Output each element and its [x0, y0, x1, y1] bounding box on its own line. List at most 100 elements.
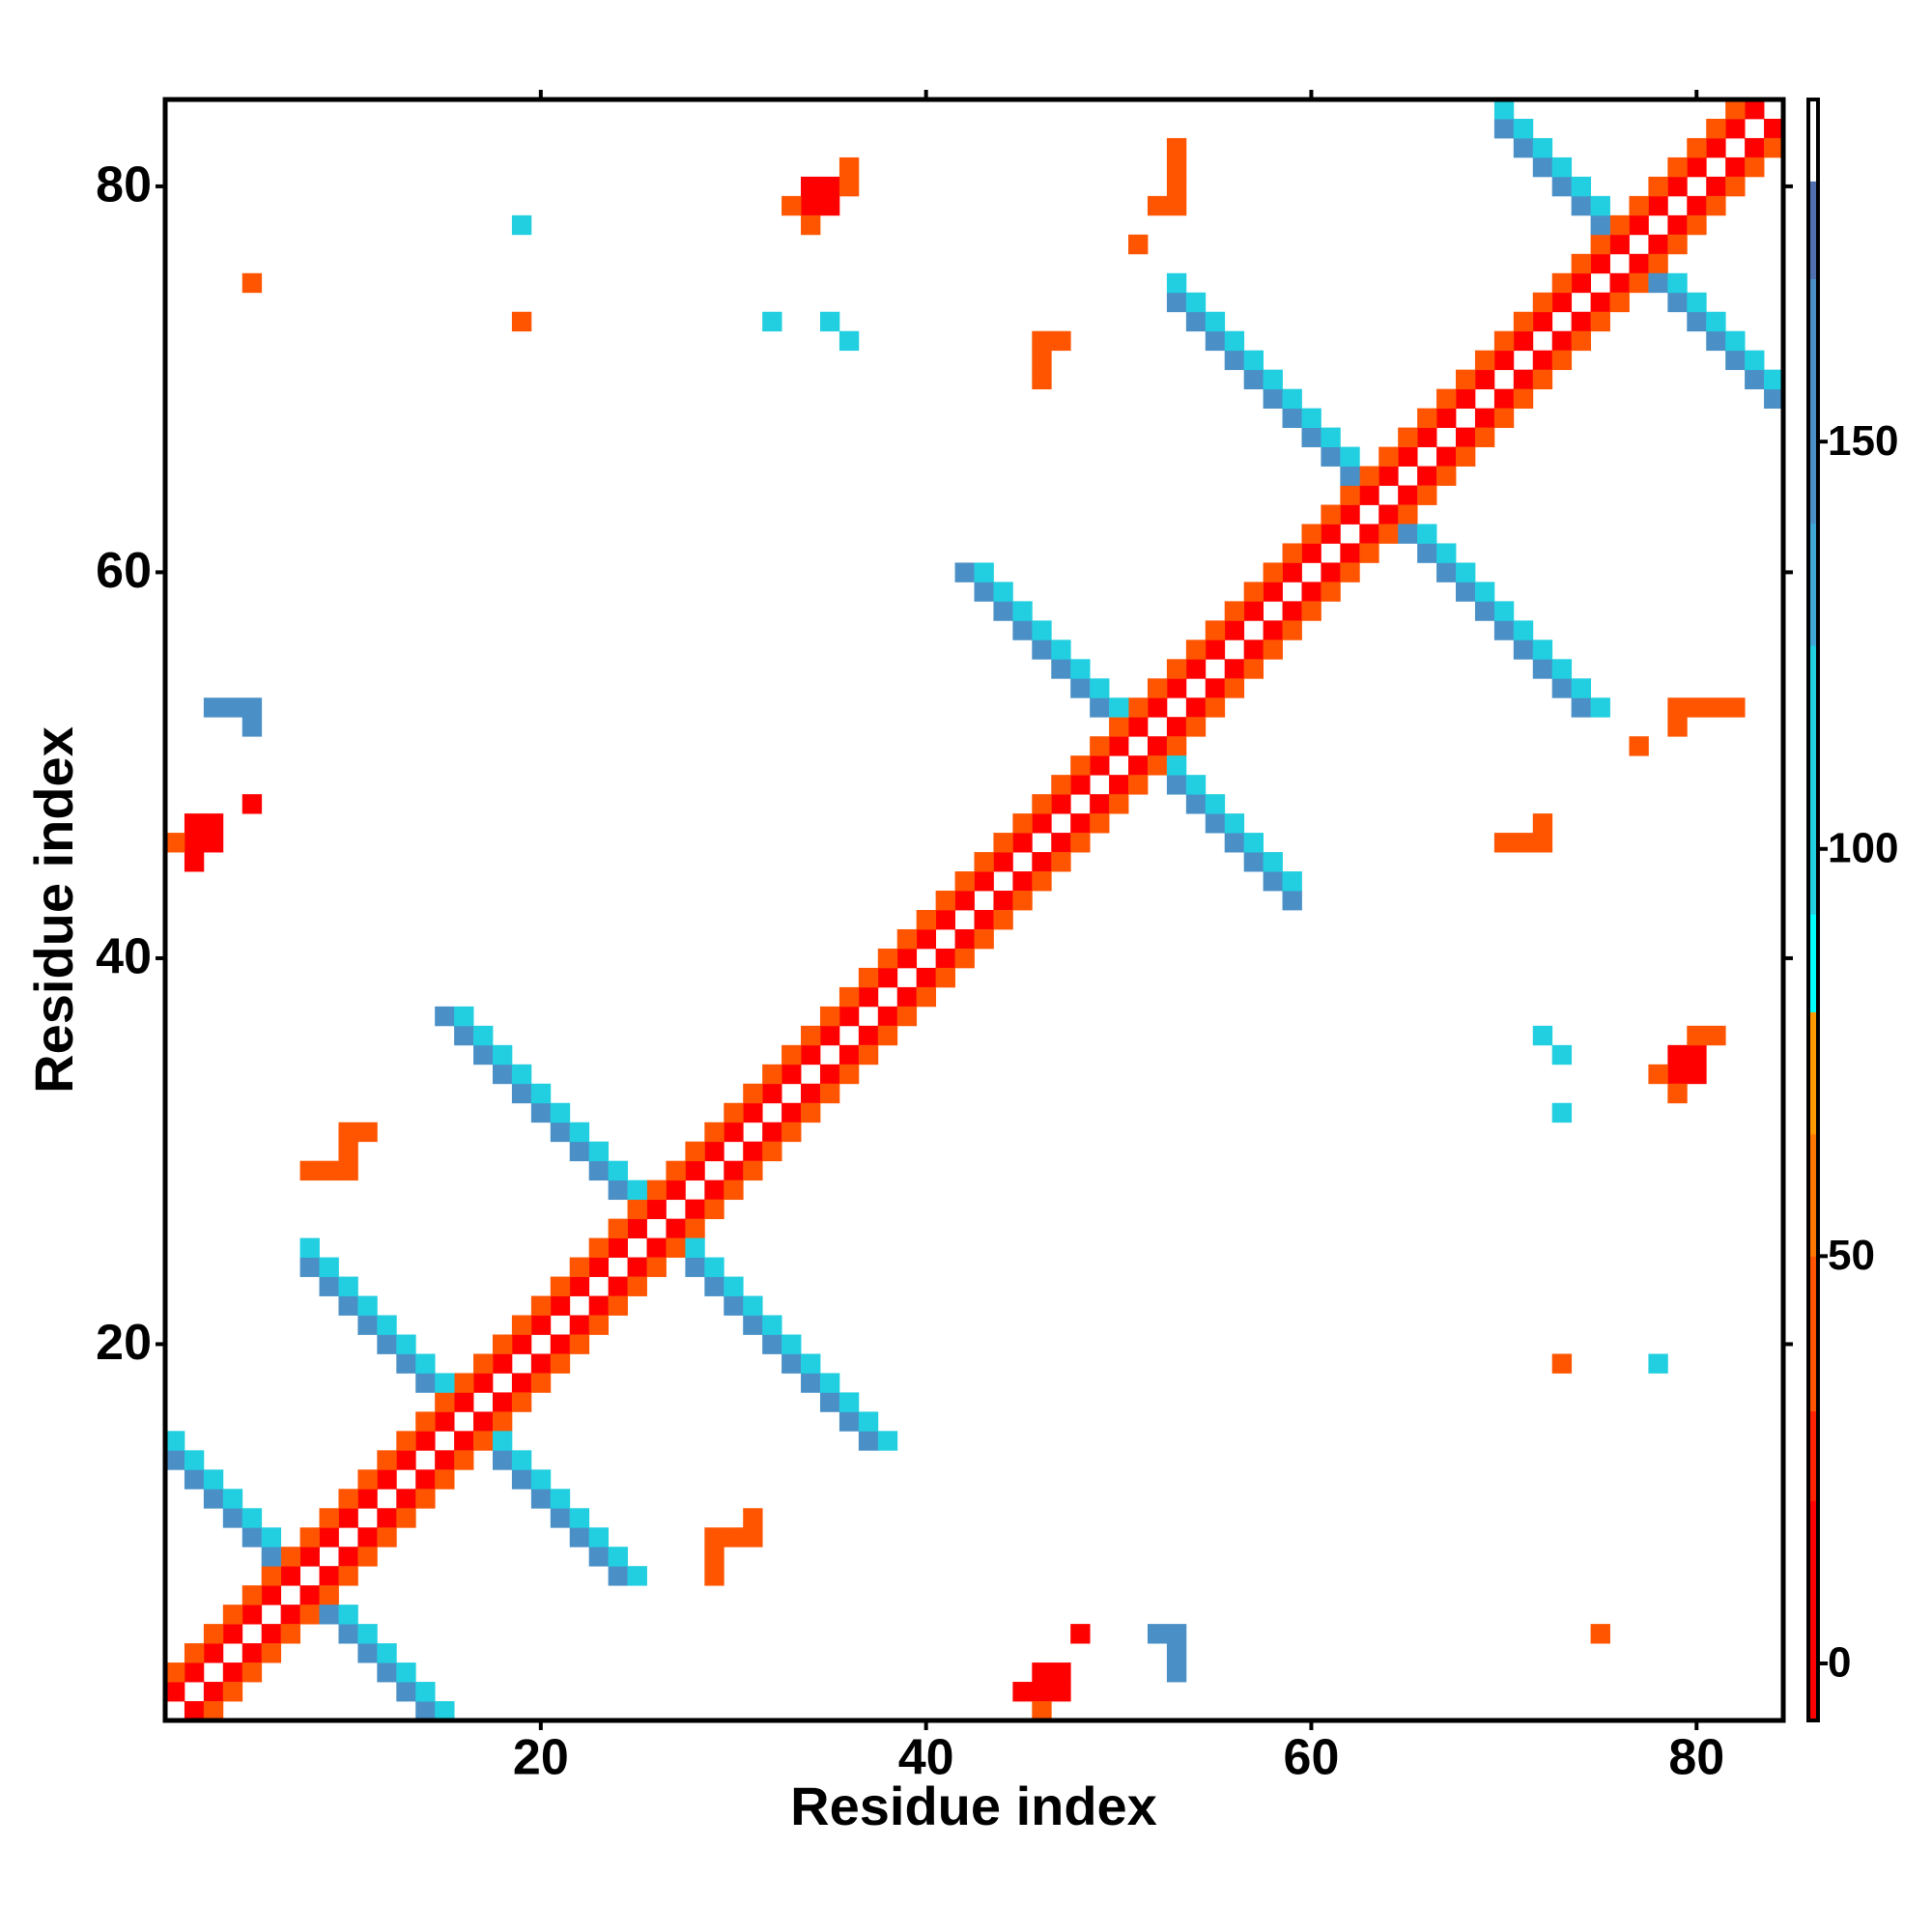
heatmap-cell [896, 986, 918, 1008]
heatmap-cell [261, 1566, 282, 1586]
heatmap-cell [396, 1450, 416, 1470]
heatmap-cell [1166, 736, 1187, 756]
heatmap-cell [1321, 504, 1341, 525]
heatmap-cell [1629, 736, 1649, 756]
heatmap-cell [569, 1527, 590, 1548]
colorbar-band [1808, 1500, 1818, 1721]
heatmap-cell [203, 1682, 224, 1702]
heatmap-cell [588, 1527, 610, 1548]
heatmap-cell [1609, 272, 1630, 294]
heatmap-cell [1032, 350, 1052, 371]
heatmap-cell [1263, 871, 1283, 892]
heatmap-cell [704, 1566, 724, 1586]
heatmap-cell [1301, 524, 1321, 544]
heatmap-cell [1609, 234, 1630, 255]
heatmap-cell [1051, 1662, 1071, 1683]
heatmap-cell [1205, 330, 1226, 352]
heatmap-cell [1532, 833, 1553, 853]
heatmap-cell [261, 1547, 282, 1567]
heatmap-cell [1667, 292, 1688, 313]
heatmap-cell [1090, 736, 1110, 756]
heatmap-cell [608, 1566, 628, 1586]
heatmap-cell [203, 1469, 224, 1490]
heatmap-cell [1590, 292, 1610, 313]
heatmap-cell [1070, 775, 1091, 795]
heatmap-cell [1667, 697, 1688, 718]
heatmap-cell [222, 1605, 243, 1625]
heatmap-cell [1590, 697, 1610, 718]
heatmap-cell [1051, 639, 1071, 660]
heatmap-cell [415, 1682, 436, 1702]
heatmap-cell [454, 1392, 474, 1412]
heatmap-cell [1687, 292, 1707, 313]
heatmap-cell [435, 1392, 455, 1412]
heatmap-cell [242, 1527, 263, 1548]
heatmap-cell [1551, 659, 1573, 679]
heatmap-cell [993, 910, 1013, 930]
heatmap-cell [1590, 195, 1610, 216]
heatmap-cell [569, 1276, 590, 1296]
heatmap-cell [396, 1508, 416, 1528]
heatmap-cell [1109, 717, 1129, 737]
heatmap-cell [1224, 330, 1245, 352]
heatmap-cell [704, 1527, 724, 1548]
heatmap-cell [1340, 543, 1360, 563]
heatmap-cell [319, 1527, 339, 1548]
heatmap-cell [1243, 659, 1264, 679]
heatmap-cell [319, 1566, 339, 1586]
heatmap-cell [242, 1643, 263, 1663]
heatmap-cell [608, 1276, 628, 1296]
heatmap-cell [242, 794, 263, 814]
heatmap-cell [1282, 891, 1302, 911]
heatmap-cell [954, 891, 975, 911]
heatmap-cell [646, 1237, 667, 1258]
heatmap-cell [1629, 195, 1649, 216]
heatmap-cell [1147, 195, 1168, 216]
heatmap-cell [357, 1643, 378, 1663]
heatmap-cell [377, 1643, 397, 1663]
heatmap-cell [1109, 736, 1129, 756]
heatmap-cell [1667, 1044, 1688, 1065]
heatmap-cell [299, 1160, 320, 1181]
heatmap-cell [1128, 234, 1149, 255]
heatmap-cell [1456, 388, 1476, 410]
heatmap-cell [415, 1411, 436, 1432]
heatmap-cell [1205, 620, 1226, 640]
heatmap-cell [511, 1315, 532, 1335]
heatmap-cell [261, 1585, 282, 1605]
heatmap-cell [838, 1044, 860, 1065]
heatmap-cell [1205, 813, 1226, 834]
heatmap-cell [415, 1489, 436, 1509]
heatmap-cell [588, 1141, 610, 1162]
heatmap-cell [877, 1025, 898, 1046]
heatmap-cell [511, 1083, 532, 1104]
heatmap-cell [819, 176, 840, 197]
heatmap-cell [858, 967, 879, 988]
heatmap-cell [877, 1431, 898, 1451]
heatmap-cell [1166, 678, 1187, 698]
heatmap-cell [1725, 330, 1746, 352]
heatmap-cell [1725, 176, 1746, 197]
heatmap-cell [1532, 1025, 1553, 1046]
heatmap-cell [1243, 350, 1264, 371]
heatmap-cell [743, 1160, 763, 1181]
heatmap-cell [627, 1276, 647, 1296]
heatmap-cell [511, 214, 532, 236]
heatmap-cell [1224, 833, 1245, 853]
heatmap-cell [762, 1122, 782, 1143]
heatmap-cell [1551, 350, 1573, 371]
colorbar-tick-label: 100 [1828, 824, 1898, 871]
heatmap-cell [338, 1547, 358, 1567]
heatmap-cell [781, 1044, 802, 1065]
heatmap-cell [1378, 446, 1399, 467]
heatmap-cell [974, 910, 994, 930]
heatmap-cell [1629, 253, 1649, 274]
colorbar-band [1808, 914, 1818, 1012]
heatmap-cell [1609, 292, 1630, 313]
heatmap-cell [1051, 794, 1071, 814]
colorbar-band [1808, 523, 1818, 646]
heatmap-cell [1764, 369, 1784, 390]
heatmap-cell [1128, 697, 1149, 718]
heatmap-cell [203, 1643, 224, 1663]
heatmap-cell [666, 1218, 686, 1238]
